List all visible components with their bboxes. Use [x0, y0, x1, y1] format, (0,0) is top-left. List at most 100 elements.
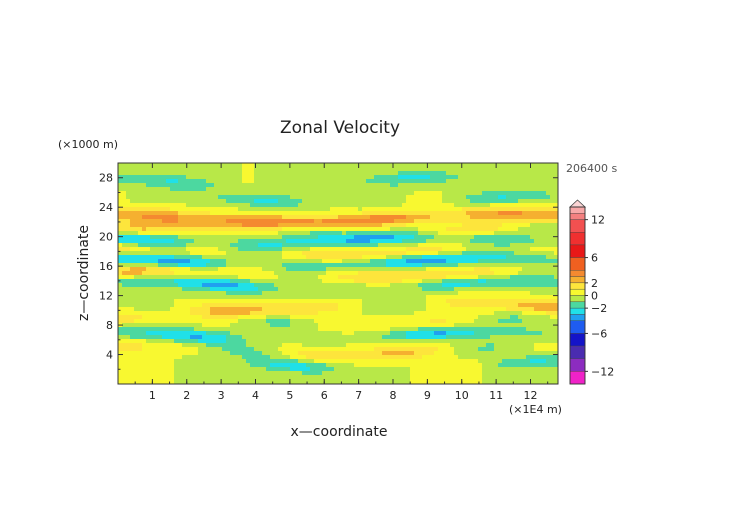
heatmap-cell [506, 295, 511, 300]
heatmap-cell [234, 215, 239, 220]
heatmap-cell [542, 171, 547, 176]
heatmap-cell [502, 203, 507, 208]
heatmap-cell [530, 195, 535, 200]
heatmap-cell [138, 295, 143, 300]
heatmap-cell [358, 199, 363, 204]
heatmap-cell [430, 339, 435, 344]
heatmap-cell [338, 175, 343, 180]
heatmap-cell [410, 275, 415, 280]
heatmap-cell [310, 259, 315, 264]
heatmap-cell [514, 263, 519, 268]
heatmap-cell [534, 335, 539, 340]
heatmap-cell [478, 243, 483, 248]
heatmap-cell [410, 323, 415, 328]
heatmap-cell [370, 203, 375, 208]
heatmap-cell [122, 295, 127, 300]
heatmap-cell [450, 295, 455, 300]
heatmap-cell [522, 311, 527, 316]
heatmap-cell [274, 171, 279, 176]
heatmap-cell [306, 275, 311, 280]
heatmap-cell [538, 187, 543, 192]
heatmap-cell [526, 275, 531, 280]
heatmap-cell [442, 339, 447, 344]
heatmap-cell [470, 199, 475, 204]
heatmap-cell [390, 339, 395, 344]
heatmap-cell [222, 275, 227, 280]
heatmap-cell [206, 327, 211, 332]
heatmap-cell [534, 163, 539, 168]
heatmap-cell [426, 203, 431, 208]
heatmap-cell [118, 239, 123, 244]
heatmap-cell [294, 203, 299, 208]
heatmap-cell [230, 167, 235, 172]
heatmap-cell [198, 195, 203, 200]
heatmap-cell [554, 227, 559, 232]
heatmap-cell [402, 255, 407, 260]
heatmap-cell [250, 171, 255, 176]
heatmap-cell [314, 335, 319, 340]
heatmap-cell [490, 211, 495, 216]
heatmap-cell [194, 239, 199, 244]
heatmap-cell [474, 303, 479, 308]
heatmap-cell [346, 279, 351, 284]
heatmap-cell [134, 315, 139, 320]
heatmap-cell [522, 283, 527, 288]
heatmap-cell [210, 319, 215, 324]
heatmap-cell [454, 227, 459, 232]
heatmap-cell [246, 187, 251, 192]
heatmap-cell [302, 331, 307, 336]
heatmap-cell [262, 323, 267, 328]
heatmap-cell [166, 315, 171, 320]
heatmap-cell [534, 179, 539, 184]
heatmap-cell [222, 283, 227, 288]
heatmap-cell [522, 167, 527, 172]
heatmap-cell [222, 211, 227, 216]
heatmap-cell [418, 187, 423, 192]
heatmap-cell [338, 215, 343, 220]
heatmap-cell [234, 207, 239, 212]
heatmap-cell [350, 323, 355, 328]
heatmap-cell [450, 247, 455, 252]
heatmap-cell [134, 323, 139, 328]
heatmap-cell [478, 179, 483, 184]
heatmap-cell [210, 207, 215, 212]
heatmap-cell [138, 287, 143, 292]
heatmap-cell [330, 231, 335, 236]
heatmap-cell [398, 263, 403, 268]
heatmap-cell [262, 343, 267, 348]
heatmap-cell [290, 279, 295, 284]
heatmap-cell [150, 199, 155, 204]
heatmap-cell [190, 299, 195, 304]
heatmap-cell [186, 303, 191, 308]
heatmap-cell [290, 283, 295, 288]
heatmap-cell [318, 263, 323, 268]
heatmap-cell [350, 231, 355, 236]
heatmap-cell [550, 275, 555, 280]
heatmap-cell [382, 323, 387, 328]
heatmap-cell [138, 183, 143, 188]
heatmap-cell [470, 215, 475, 220]
heatmap-cell [170, 231, 175, 236]
heatmap-cell [222, 279, 227, 284]
heatmap-cell [246, 263, 251, 268]
heatmap-cell [150, 275, 155, 280]
heatmap-cell [326, 199, 331, 204]
heatmap-cell [506, 315, 511, 320]
heatmap-cell [550, 239, 555, 244]
heatmap-cell [278, 335, 283, 340]
heatmap-cell [414, 267, 419, 272]
heatmap-cell [178, 339, 183, 344]
heatmap-cell [210, 251, 215, 256]
heatmap-cell [358, 255, 363, 260]
heatmap-cell [382, 303, 387, 308]
heatmap-cell [478, 299, 483, 304]
heatmap-cell [186, 247, 191, 252]
heatmap-cell [446, 215, 451, 220]
heatmap-cell [482, 191, 487, 196]
heatmap-cell [302, 315, 307, 320]
heatmap-cell [270, 335, 275, 340]
heatmap-cell [390, 191, 395, 196]
heatmap-cell [502, 231, 507, 236]
heatmap-cell [362, 231, 367, 236]
heatmap-cell [158, 183, 163, 188]
